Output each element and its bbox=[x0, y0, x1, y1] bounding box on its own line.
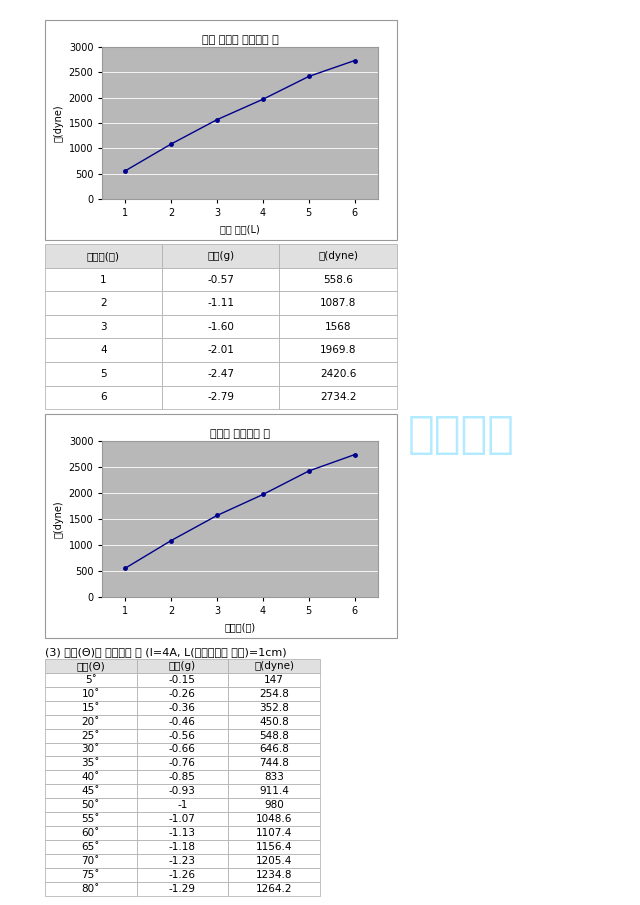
Text: (3) 각도(Θ)를 변화시킬 때 (I=4A, L(효크도선의 길이)=1cm): (3) 각도(Θ)를 변화시킬 때 (I=4A, L(효크도선의 길이)=1cm… bbox=[45, 647, 287, 657]
Y-axis label: 힘(dyne): 힘(dyne) bbox=[53, 500, 63, 538]
Title: 도선 길이를 변화시킬 때: 도선 길이를 변화시킬 때 bbox=[202, 35, 278, 45]
Title: 자기장 변화시킬 때: 자기장 변화시킬 때 bbox=[210, 429, 270, 439]
X-axis label: 자석수(개): 자석수(개) bbox=[225, 622, 255, 632]
Text: 예비보기: 예비보기 bbox=[407, 413, 515, 456]
Y-axis label: 힘(dyne): 힘(dyne) bbox=[53, 104, 63, 142]
X-axis label: 도선 길이(L): 도선 길이(L) bbox=[220, 224, 260, 233]
